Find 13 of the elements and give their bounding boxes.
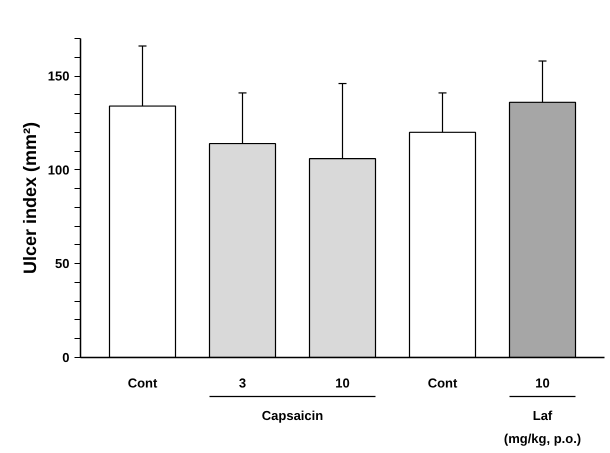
- y-axis-title: Ulcer index (mm²): [20, 122, 40, 274]
- y-tick-label: 0: [62, 350, 70, 365]
- x-tick-label: Cont: [128, 376, 158, 390]
- y-tick-label: 150: [48, 68, 70, 84]
- y-tick-label: 100: [48, 162, 70, 178]
- x-tick-label: 3: [238, 376, 246, 390]
- text: (mg/kg, p.o.): [504, 431, 582, 446]
- x-tick-label: Cont: [428, 376, 458, 390]
- text: Laf: [532, 408, 553, 423]
- x-tick-label: 10: [335, 376, 350, 390]
- y-tick-label: 50: [55, 256, 70, 272]
- x-tick-label: 10: [535, 376, 550, 390]
- text: Capsaicin: [262, 408, 324, 423]
